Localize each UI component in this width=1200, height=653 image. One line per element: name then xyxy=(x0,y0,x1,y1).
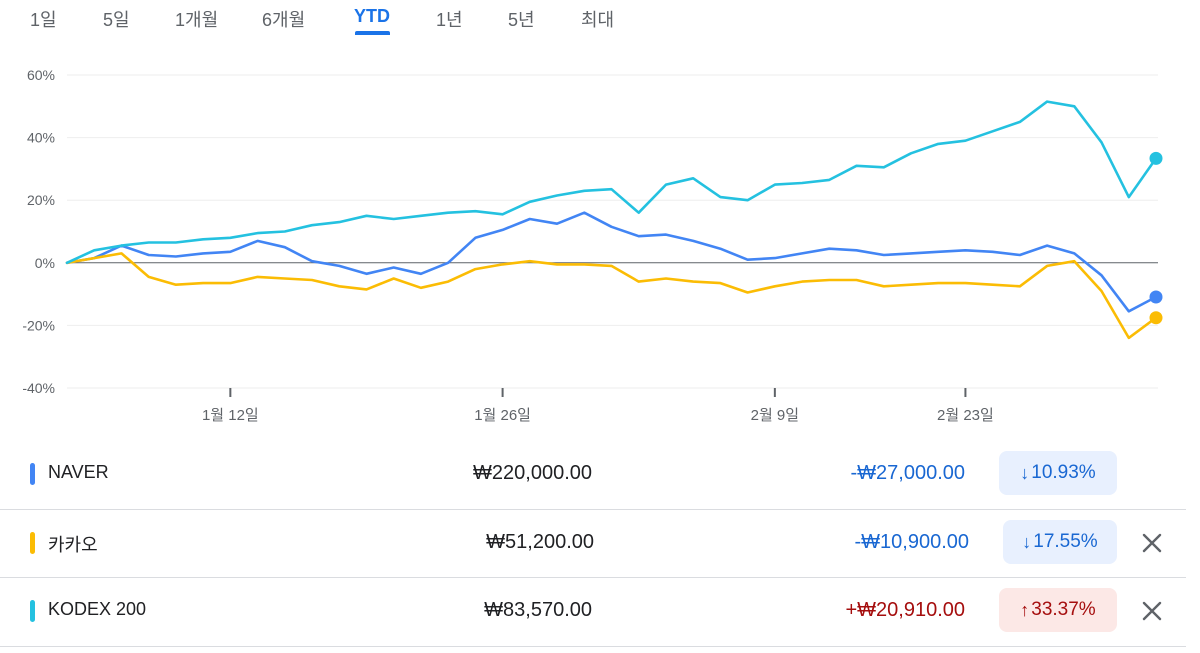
row-divider xyxy=(0,509,1186,510)
tab-max[interactable]: 최대 xyxy=(581,10,615,30)
tab-5y[interactable]: 5년 xyxy=(508,10,535,30)
x-tick-label: 1월 26일 xyxy=(474,407,531,424)
row-change: -₩27,000.00 xyxy=(850,462,965,484)
remove-close-icon[interactable] xyxy=(1140,599,1164,623)
y-tick-label: -40% xyxy=(22,380,55,396)
y-tick-label: -20% xyxy=(22,317,55,333)
row-name: KODEX 200 xyxy=(48,599,147,619)
series-color-swatch xyxy=(30,463,35,485)
tab-5d[interactable]: 5일 xyxy=(103,10,130,30)
series-end-dot xyxy=(1149,311,1163,325)
percent-value: 33.37% xyxy=(1031,599,1096,620)
y-tick-label: 40% xyxy=(27,130,55,146)
row-name: 카카오 xyxy=(48,535,98,555)
series-line xyxy=(65,211,1158,313)
series-color-swatch xyxy=(30,532,35,554)
percent-value: 17.55% xyxy=(1033,531,1098,552)
chart-grid xyxy=(67,74,1158,389)
tab-ytd[interactable]: YTD xyxy=(354,6,390,26)
arrow-up-icon: ↑ xyxy=(1020,599,1030,620)
series-line xyxy=(65,252,1158,340)
compare-row-kodex200[interactable]: KODEX 200 ₩83,570.00 +₩20,910.00 ↑ 33.37% xyxy=(0,577,1186,645)
row-divider xyxy=(0,577,1186,578)
tab-1y[interactable]: 1년 xyxy=(436,10,463,30)
row-name: NAVER xyxy=(48,462,109,482)
tab-1d[interactable]: 1일 xyxy=(30,10,57,30)
row-price: ₩51,200.00 xyxy=(486,531,594,553)
row-price: ₩220,000.00 xyxy=(473,462,592,484)
percent-badge: ↓ 10.93% xyxy=(999,451,1117,495)
tab-1m[interactable]: 1개월 xyxy=(175,10,219,30)
arrow-down-icon: ↓ xyxy=(1022,531,1032,552)
y-tick-label: 0% xyxy=(35,255,55,271)
series-end-dot xyxy=(1149,151,1163,165)
x-tick-label: 2월 9일 xyxy=(751,407,799,424)
series-end-dot xyxy=(1149,290,1163,304)
y-tick-label: 20% xyxy=(27,192,55,208)
row-price: ₩83,570.00 xyxy=(484,599,592,621)
y-tick-label: 60% xyxy=(27,67,55,83)
remove-close-icon[interactable] xyxy=(1140,531,1164,555)
comparison-line-chart: -40% -20% 0% 20% 40% 60% 1월 12일 1월 26일 2월 9일 2월 … xyxy=(22,67,1163,424)
series-color-swatch xyxy=(30,600,35,622)
series-line xyxy=(65,100,1158,265)
active-tab-indicator xyxy=(355,31,390,35)
y-axis-labels: -40% -20% 0% 20% 40% 60% xyxy=(22,67,55,396)
percent-badge: ↑ 33.37% xyxy=(999,588,1117,632)
row-divider xyxy=(0,646,1186,647)
row-change: -₩10,900.00 xyxy=(854,531,969,553)
range-tabs: 1일 5일 1개월 6개월 YTD 1년 5년 최대 xyxy=(0,0,1200,40)
row-change: +₩20,910.00 xyxy=(845,599,965,621)
percent-value: 10.93% xyxy=(1031,462,1096,483)
compare-row-naver[interactable]: NAVER ₩220,000.00 -₩27,000.00 ↓ 10.93% xyxy=(0,440,1186,508)
x-tick-label: 2월 23일 xyxy=(937,407,994,424)
chart-lines xyxy=(65,100,1163,340)
compare-row-kakao[interactable]: 카카오 ₩51,200.00 -₩10,900.00 ↓ 17.55% xyxy=(0,509,1186,577)
x-axis-ticks: 1월 12일 1월 26일 2월 9일 2월 23일 xyxy=(202,388,994,424)
arrow-down-icon: ↓ xyxy=(1020,462,1030,483)
tab-6m[interactable]: 6개월 xyxy=(262,10,306,30)
percent-badge: ↓ 17.55% xyxy=(1003,520,1117,564)
x-tick-label: 1월 12일 xyxy=(202,407,259,424)
